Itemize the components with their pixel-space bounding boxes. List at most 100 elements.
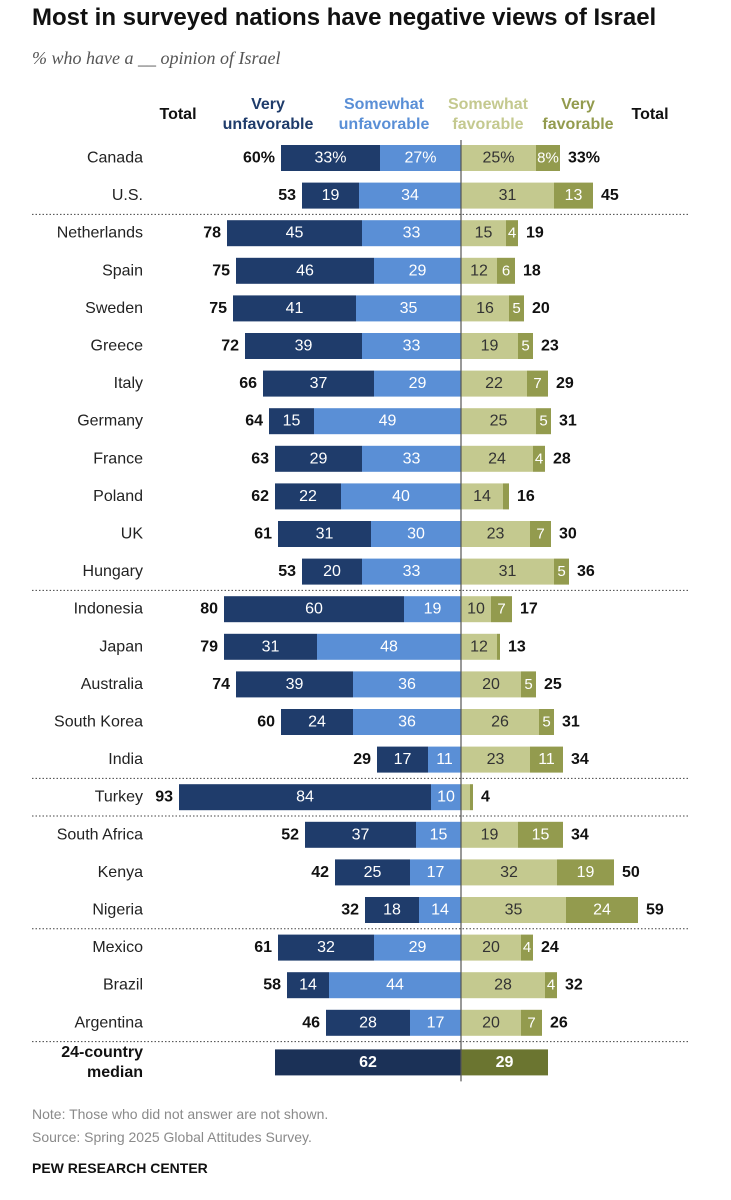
row-label-brazil: Brazil xyxy=(103,977,143,994)
bar-somewhat-unfavorable-spain xyxy=(374,257,461,284)
value-somewhat-favorable-netherlands: 15 xyxy=(475,225,493,242)
total-unfavorable-brazil: 58 xyxy=(263,977,281,994)
value-somewhat-favorable-spain: 12 xyxy=(470,262,488,279)
value-very-unfavorable-netherlands: 45 xyxy=(286,225,304,242)
row-label-sweden: Sweden xyxy=(85,300,143,317)
value-very-favorable-germany: 5 xyxy=(539,413,547,430)
row-label-nigeria: Nigeria xyxy=(92,902,143,919)
value-somewhat-unfavorable-canada: 27% xyxy=(404,150,436,167)
row-label-south-africa: South Africa xyxy=(57,826,143,843)
total-unfavorable-poland: 62 xyxy=(251,488,269,505)
header-somewhat-favorable-line2: favorable xyxy=(452,116,524,133)
value-somewhat-unfavorable-uk: 30 xyxy=(407,526,425,543)
value-very-favorable-spain: 6 xyxy=(502,262,510,279)
value-very-unfavorable-australia: 39 xyxy=(286,676,304,693)
total-unfavorable-greece: 72 xyxy=(221,338,239,355)
value-very-favorable-indonesia: 7 xyxy=(497,601,505,618)
value-very-favorable-uk: 7 xyxy=(536,526,544,543)
bar-very-unfavorable-greece xyxy=(245,333,362,359)
total-favorable-france: 28 xyxy=(553,450,571,467)
value-somewhat-unfavorable-greece: 33 xyxy=(403,338,421,355)
bar-somewhat-favorable-france xyxy=(461,445,533,472)
bar-somewhat-favorable-canada xyxy=(461,145,536,171)
bar-very-unfavorable-hungary xyxy=(302,558,362,585)
value-very-favorable-nigeria: 24 xyxy=(593,902,611,919)
value-somewhat-favorable-germany: 25 xyxy=(490,413,508,430)
value-very-unfavorable-canada: 33% xyxy=(314,150,346,167)
bar-somewhat-favorable-netherlands xyxy=(461,220,506,247)
bar-somewhat-favorable-u-s xyxy=(461,182,554,209)
bar-very-unfavorable-mexico xyxy=(278,934,374,961)
value-somewhat-unfavorable-germany: 49 xyxy=(379,413,397,430)
value-very-unfavorable-greece: 39 xyxy=(295,338,313,355)
bar-somewhat-unfavorable-japan xyxy=(317,633,461,660)
bar-very-unfavorable-japan xyxy=(224,633,317,660)
bar-median-favorable xyxy=(461,1049,548,1076)
header-somewhat-unfavorable: Somewhat unfavorable xyxy=(328,95,440,135)
bar-somewhat-unfavorable-hungary xyxy=(362,558,461,585)
bar-somewhat-unfavorable-indonesia xyxy=(404,596,461,623)
bar-very-favorable-japan xyxy=(497,633,500,660)
row-label-spain: Spain xyxy=(102,262,143,279)
bar-somewhat-unfavorable-turkey xyxy=(431,784,461,811)
bar-very-unfavorable-france xyxy=(275,445,362,472)
bar-very-favorable-italy xyxy=(527,370,548,397)
value-somewhat-unfavorable-mexico: 29 xyxy=(409,939,427,956)
value-very-favorable-south-africa: 15 xyxy=(532,826,550,843)
value-somewhat-favorable-japan: 12 xyxy=(470,638,488,655)
total-unfavorable-france: 63 xyxy=(251,450,269,467)
bar-somewhat-favorable-india xyxy=(461,746,530,773)
bar-very-unfavorable-netherlands xyxy=(227,220,362,247)
value-very-favorable-south-korea: 5 xyxy=(542,714,550,731)
row-label-australia: Australia xyxy=(81,676,143,693)
bar-very-unfavorable-poland xyxy=(275,483,341,510)
bar-somewhat-favorable-south-africa xyxy=(461,821,518,848)
header-total-unfavorable: Total xyxy=(159,106,197,123)
value-very-unfavorable-south-korea: 24 xyxy=(308,714,326,731)
bar-somewhat-favorable-indonesia xyxy=(461,596,491,623)
value-somewhat-unfavorable-france: 33 xyxy=(403,450,421,467)
bar-somewhat-unfavorable-sweden xyxy=(356,295,461,322)
total-unfavorable-u-s: 53 xyxy=(278,187,296,204)
chart-title: Most in surveyed nations have negative v… xyxy=(32,4,657,31)
row-label-south-korea: South Korea xyxy=(54,714,143,731)
row-label-turkey: Turkey xyxy=(95,789,143,806)
value-very-favorable-mexico: 4 xyxy=(523,939,531,956)
value-very-unfavorable-mexico: 32 xyxy=(317,939,335,956)
total-favorable-hungary: 36 xyxy=(577,563,595,580)
row-label-poland: Poland xyxy=(93,488,143,505)
bar-very-unfavorable-turkey xyxy=(179,784,431,811)
value-somewhat-favorable-australia: 20 xyxy=(482,676,500,693)
total-unfavorable-south-africa: 52 xyxy=(281,826,299,843)
total-favorable-south-africa: 34 xyxy=(571,826,589,843)
row-label-netherlands: Netherlands xyxy=(57,225,143,242)
value-somewhat-unfavorable-india: 11 xyxy=(436,751,453,768)
value-somewhat-unfavorable-australia: 36 xyxy=(398,676,416,693)
bar-somewhat-favorable-spain xyxy=(461,257,497,284)
total-unfavorable-india: 29 xyxy=(353,751,371,768)
bar-somewhat-favorable-poland xyxy=(461,483,503,510)
bar-somewhat-unfavorable-u-s xyxy=(359,182,461,209)
bar-very-favorable-canada xyxy=(536,145,560,171)
total-favorable-turkey: 4 xyxy=(481,789,490,806)
bar-somewhat-favorable-japan xyxy=(461,633,497,660)
value-somewhat-favorable-uk: 23 xyxy=(487,526,505,543)
value-somewhat-unfavorable-u-s: 34 xyxy=(401,187,419,204)
bar-very-favorable-south-korea xyxy=(539,709,554,735)
bar-somewhat-favorable-hungary xyxy=(461,558,554,585)
total-unfavorable-spain: 75 xyxy=(212,262,230,279)
bar-somewhat-unfavorable-italy xyxy=(374,370,461,397)
header-somewhat-unfavorable-line2: unfavorable xyxy=(338,116,430,133)
row-label-japan: Japan xyxy=(99,638,143,655)
total-unfavorable-uk: 61 xyxy=(254,526,272,543)
value-very-unfavorable-japan: 31 xyxy=(262,638,280,655)
bar-somewhat-unfavorable-kenya xyxy=(410,859,461,886)
bar-very-unfavorable-spain xyxy=(236,257,374,284)
value-very-unfavorable-india: 17 xyxy=(394,751,412,768)
total-favorable-indonesia: 17 xyxy=(520,601,538,618)
bar-somewhat-favorable-turkey xyxy=(461,784,470,811)
value-somewhat-favorable-italy: 22 xyxy=(485,375,503,392)
total-unfavorable-canada: 60% xyxy=(243,150,275,167)
header-somewhat-unfavorable-line1: Somewhat xyxy=(343,96,424,113)
